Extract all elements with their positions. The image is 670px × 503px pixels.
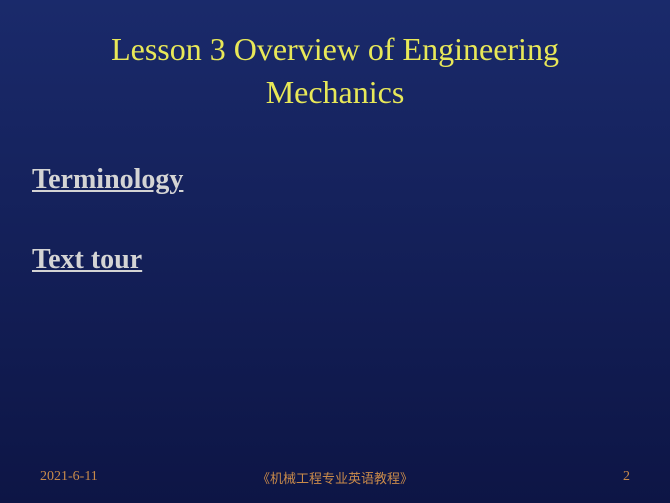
slide-footer: 2021-6-11 《机械工程专业英语教程》 2 [0,469,670,485]
slide-title: Lesson 3 Overview of Engineering Mechani… [0,0,670,114]
text-tour-link[interactable]: Text tour [32,244,670,276]
content-area: Terminology Text tour [0,114,670,276]
terminology-link[interactable]: Terminology [32,164,670,196]
title-line-2: Mechanics [266,74,405,110]
footer-book-title: 《机械工程专业英语教程》 [257,468,413,487]
footer-page-number: 2 [623,469,630,485]
footer-date: 2021-6-11 [40,469,98,485]
title-line-1: Lesson 3 Overview of Engineering [111,31,559,67]
